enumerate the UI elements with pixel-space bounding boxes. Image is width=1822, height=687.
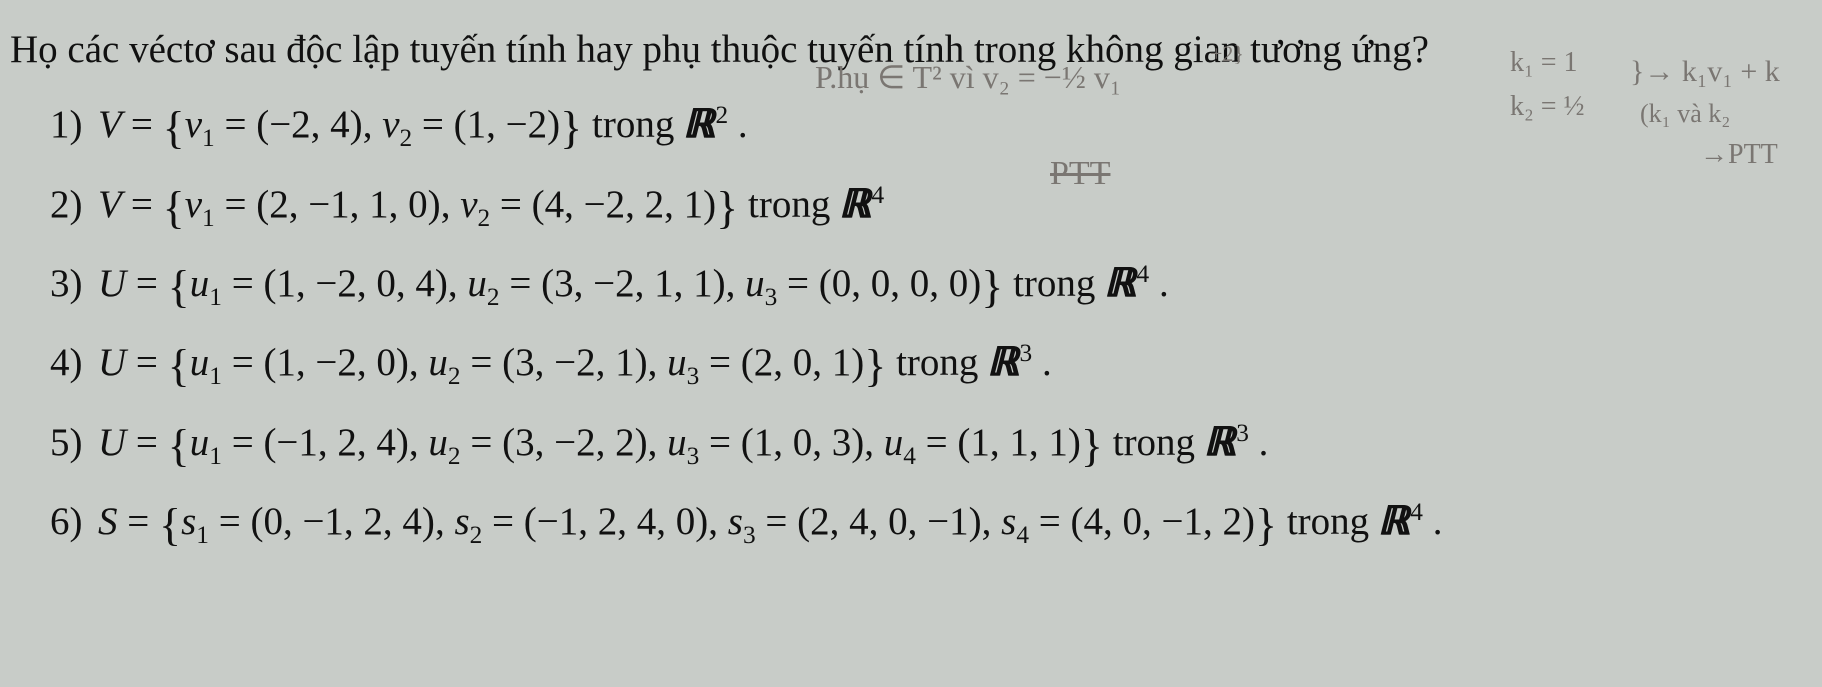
handwriting-note-8: PTT: [1050, 155, 1110, 192]
item-expression: V = {v1 = (2, −1, 1, 0), v2 = (4, −2, 2,…: [98, 183, 884, 226]
item-expression: U = {u1 = (1, −2, 0), u2 = (3, −2, 1), u…: [98, 341, 1052, 384]
handwriting-note-2: k₁ = 1: [1510, 48, 1578, 79]
handwriting-note-3: k₂ = ½: [1510, 92, 1585, 123]
handwriting-note-1: P.hụ ∈ T² vì v₂ = −½ v₁: [815, 60, 1121, 95]
item-number: 5): [50, 413, 98, 473]
blackboard-r: ℝ: [840, 175, 871, 235]
item-number: 6): [50, 492, 98, 552]
item-expression: U = {u1 = (1, −2, 0, 4), u2 = (3, −2, 1,…: [98, 262, 1169, 305]
item-number: 2): [50, 175, 98, 235]
blackboard-r: ℝ: [684, 95, 715, 155]
blackboard-r: ℝ: [988, 333, 1019, 393]
handwriting-note-4: }→ k₁v₁ + k: [1630, 55, 1780, 88]
items-list: 1) V = {v1 = (−2, 4), v2 = (1, −2)} tron…: [10, 92, 1792, 560]
blackboard-r: ℝ: [1105, 254, 1136, 314]
handwriting-note-5: (k₁ và k₂: [1640, 100, 1730, 129]
problem-item-2: 2) V = {v1 = (2, −1, 1, 0), v2 = (4, −2,…: [50, 172, 1792, 243]
problem-item-5: 5) U = {u1 = (−1, 2, 4), u2 = (3, −2, 2)…: [50, 410, 1792, 481]
item-expression: V = {v1 = (−2, 4), v2 = (1, −2)} trong ℝ…: [98, 103, 748, 146]
item-number: 1): [50, 95, 98, 155]
item-number: 4): [50, 333, 98, 393]
handwriting-note-7: +2}: [1210, 42, 1244, 66]
item-number: 3): [50, 254, 98, 314]
problem-item-6: 6) S = {s1 = (0, −1, 2, 4), s2 = (−1, 2,…: [50, 489, 1792, 560]
problem-item-4: 4) U = {u1 = (1, −2, 0), u2 = (3, −2, 1)…: [50, 330, 1792, 401]
handwriting-note-6: →PTT: [1700, 140, 1778, 171]
item-expression: S = {s1 = (0, −1, 2, 4), s2 = (−1, 2, 4,…: [98, 500, 1442, 543]
problem-item-3: 3) U = {u1 = (1, −2, 0, 4), u2 = (3, −2,…: [50, 251, 1792, 322]
item-expression: U = {u1 = (−1, 2, 4), u2 = (3, −2, 2), u…: [98, 421, 1268, 464]
blackboard-r: ℝ: [1205, 413, 1236, 473]
blackboard-r: ℝ: [1379, 492, 1410, 552]
